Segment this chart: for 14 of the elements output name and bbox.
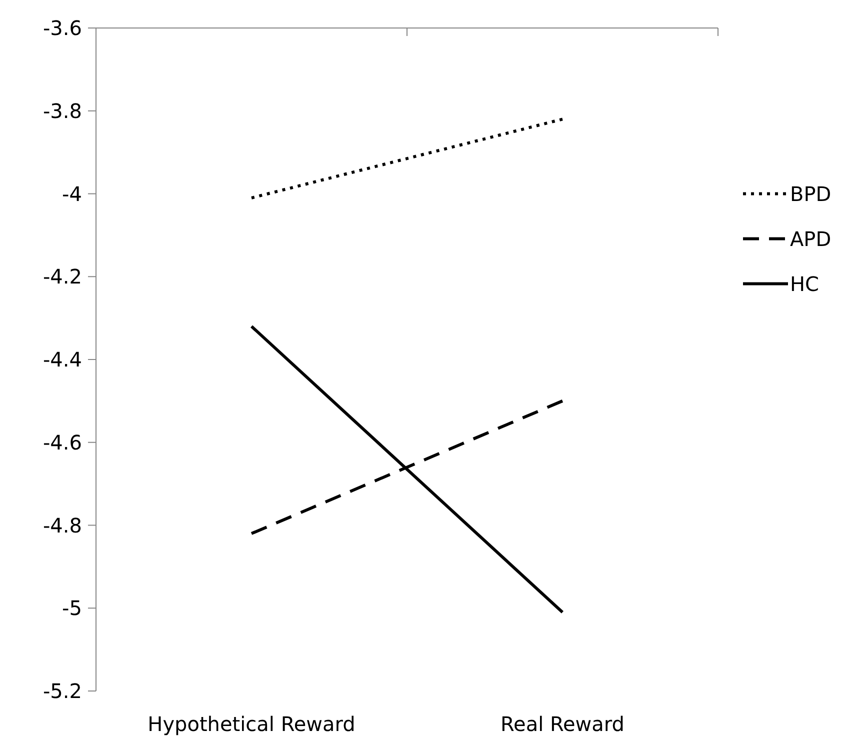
legend-label: BPD: [790, 182, 832, 206]
y-tick-label: -4: [62, 182, 82, 206]
y-tick-label: -4.6: [42, 430, 82, 454]
legend-label: HC: [790, 272, 820, 296]
y-tick-label: -4.4: [42, 348, 82, 372]
y-tick-label: -5.2: [42, 679, 82, 703]
y-tick-label: -5: [62, 596, 82, 620]
y-tick-label: -4.8: [42, 513, 82, 538]
y-tick-label: -3.6: [42, 16, 82, 40]
y-tick-label: -4.2: [42, 264, 82, 289]
x-tick-label: Hypothetical Reward: [148, 712, 356, 736]
y-tick-label: -3.8: [42, 98, 82, 123]
legend-label: APD: [790, 226, 832, 251]
x-tick-label: Real Reward: [500, 712, 624, 736]
